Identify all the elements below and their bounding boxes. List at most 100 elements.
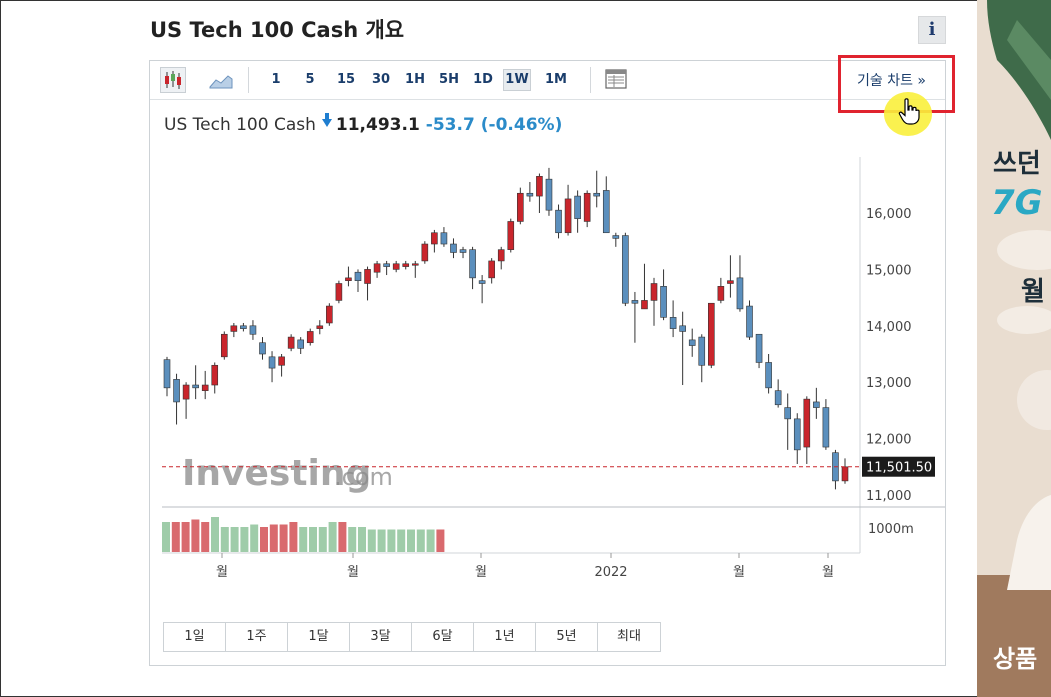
range-selector: 1일 1주 1달 3달 6달 1년 5년 최대 bbox=[163, 622, 661, 652]
range-button-2[interactable]: 1달 bbox=[288, 623, 350, 651]
x-tick-label: 월 bbox=[475, 565, 487, 580]
volume-bar bbox=[377, 529, 386, 552]
x-tick-label: 월 bbox=[733, 565, 745, 580]
watermark-suffix: .com bbox=[334, 463, 393, 491]
timeframe-1m[interactable]: 1M bbox=[545, 72, 567, 87]
x-tick-label: 월 bbox=[216, 565, 228, 580]
candle-body bbox=[536, 176, 543, 197]
range-button-5[interactable]: 1년 bbox=[474, 623, 536, 651]
timeframe-5h[interactable]: 5H bbox=[439, 72, 459, 87]
y-tick-label: 15,000 bbox=[866, 263, 912, 278]
candle-body bbox=[784, 407, 792, 420]
volume-bar bbox=[289, 522, 298, 552]
hand-cursor-icon bbox=[898, 98, 920, 125]
toolbar-divider bbox=[590, 67, 591, 93]
info-button[interactable]: i bbox=[918, 16, 946, 44]
candle-body bbox=[354, 271, 362, 281]
candle-body bbox=[240, 325, 247, 329]
volume-bar bbox=[426, 529, 435, 552]
technical-chart-link[interactable]: 기술 차트 » bbox=[857, 73, 926, 89]
candle-body bbox=[469, 249, 476, 279]
candle-body bbox=[793, 418, 801, 451]
candle-body bbox=[326, 305, 333, 324]
volume-bar bbox=[260, 527, 268, 552]
candle-body bbox=[650, 283, 658, 301]
range-button-1[interactable]: 1주 bbox=[226, 623, 288, 651]
timeframe-15[interactable]: 15 bbox=[336, 72, 356, 87]
candle-body bbox=[488, 260, 495, 279]
page-title: US Tech 100 Cash 개요 bbox=[150, 18, 405, 42]
side-advertisement[interactable]: 쓰던 7G 월 상품 bbox=[977, 0, 1051, 697]
candle-body bbox=[679, 325, 686, 332]
range-button-6[interactable]: 5년 bbox=[536, 623, 598, 651]
table-view-icon[interactable] bbox=[604, 67, 630, 93]
candle-body bbox=[526, 192, 534, 197]
volume-bar bbox=[191, 519, 200, 552]
timeframe-1d[interactable]: 1D bbox=[473, 72, 493, 87]
candle-body bbox=[574, 195, 581, 219]
instrument-name: US Tech 100 Cash bbox=[164, 115, 316, 135]
candle-body bbox=[631, 300, 639, 304]
y-tick-label: 14,000 bbox=[866, 320, 912, 335]
candle-body bbox=[813, 401, 820, 408]
candle-body bbox=[440, 232, 448, 245]
volume-bar bbox=[181, 522, 190, 552]
candle-body bbox=[421, 243, 429, 262]
range-button-7[interactable]: 최대 bbox=[617, 629, 641, 644]
candle-body bbox=[717, 286, 725, 301]
y-tick-label: 12,000 bbox=[866, 433, 912, 448]
range-button-4[interactable]: 6달 bbox=[412, 623, 474, 651]
candle-body bbox=[727, 280, 734, 284]
volume-bar bbox=[387, 529, 396, 552]
candle-body bbox=[259, 342, 266, 355]
volume-bar bbox=[211, 517, 219, 552]
candle-body bbox=[803, 398, 811, 448]
timeframe-30[interactable]: 30 bbox=[371, 72, 391, 87]
candle-body bbox=[755, 333, 763, 363]
volume-bar bbox=[367, 529, 376, 552]
candle-body bbox=[765, 362, 772, 389]
candle-body bbox=[278, 356, 285, 366]
candle-body bbox=[297, 339, 304, 349]
timeframe-1h[interactable]: 1H bbox=[405, 72, 425, 87]
timeframe-1[interactable]: 1 bbox=[271, 72, 281, 87]
volume-bar bbox=[162, 522, 170, 552]
price-chart[interactable]: Investing.com 16,000 15,000 14,000 13,000 12,… bbox=[150, 61, 945, 581]
volume-bar bbox=[407, 529, 415, 552]
volume-bar bbox=[201, 522, 210, 552]
range-button-3[interactable]: 3달 bbox=[350, 623, 412, 651]
volume-bar bbox=[328, 522, 337, 552]
volume-bar bbox=[348, 527, 357, 552]
current-price-label: 11,501.50 bbox=[866, 461, 932, 476]
range-button-0[interactable]: 1일 bbox=[164, 623, 226, 651]
timeframe-1w[interactable]: 1W bbox=[503, 69, 531, 91]
candle-body bbox=[402, 263, 410, 267]
candle-body bbox=[268, 356, 276, 369]
candle-body bbox=[230, 325, 238, 332]
volume-bar bbox=[309, 527, 317, 552]
candle-body bbox=[345, 277, 352, 281]
y-tick-label: 13,000 bbox=[866, 376, 912, 391]
candle-body bbox=[564, 198, 572, 234]
volume-bar bbox=[171, 522, 180, 552]
candle-body bbox=[220, 333, 228, 358]
area-chart-icon[interactable] bbox=[208, 67, 234, 93]
volume-label: 1000m bbox=[868, 522, 914, 537]
candle-body bbox=[287, 336, 295, 349]
candle-body bbox=[383, 263, 390, 267]
candlestick-chart-icon[interactable] bbox=[160, 67, 186, 93]
y-tick-label: 11,000 bbox=[866, 489, 912, 504]
candle-body bbox=[708, 302, 715, 366]
volume-bar bbox=[338, 522, 347, 552]
candle-body bbox=[622, 235, 629, 304]
candle-body bbox=[173, 379, 180, 403]
candle-body bbox=[201, 384, 209, 391]
candle-body bbox=[774, 390, 782, 406]
volume-bar bbox=[250, 524, 259, 552]
timeframe-5[interactable]: 5 bbox=[305, 72, 315, 87]
watermark-brand: Investing bbox=[182, 453, 371, 494]
candle-body bbox=[392, 263, 400, 270]
volume-bar bbox=[416, 529, 425, 552]
candle-body bbox=[746, 305, 753, 338]
candle-body bbox=[583, 192, 591, 222]
